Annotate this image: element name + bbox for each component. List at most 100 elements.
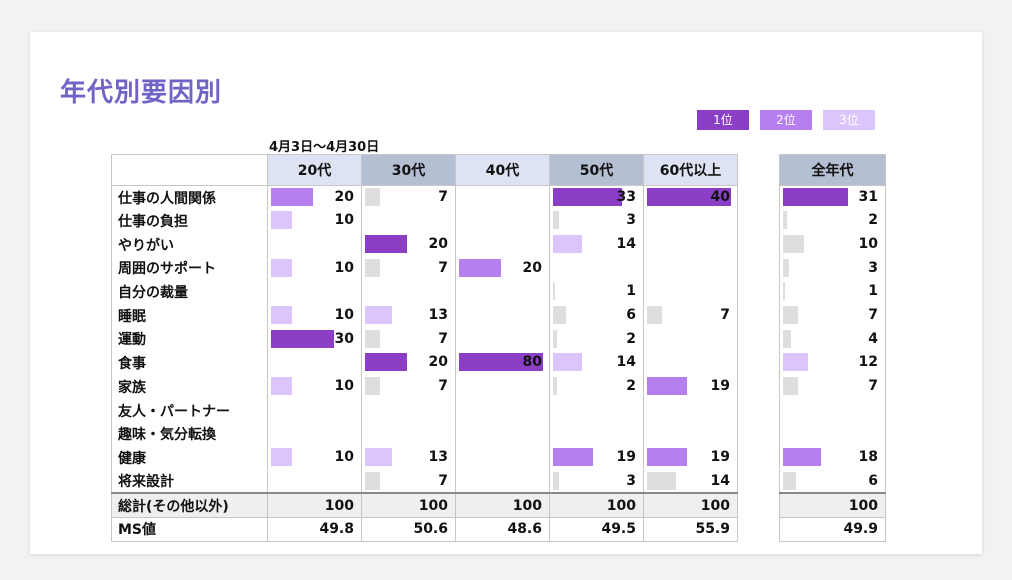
- total-cell: 1: [779, 280, 886, 304]
- data-label: 33: [616, 189, 636, 205]
- data-label: 13: [428, 306, 448, 323]
- data-label: 10: [334, 306, 354, 323]
- legend-rank-2: 2位: [760, 110, 812, 130]
- data-bar: [553, 329, 557, 348]
- table-row: 運動 30 7 2: [111, 327, 738, 352]
- data-cell: 20: [267, 185, 362, 210]
- footer-value: 50.6: [361, 516, 456, 542]
- row-label: 仕事の人間関係: [111, 185, 268, 210]
- data-cell: [267, 398, 362, 423]
- footer-value: 49.5: [549, 516, 644, 542]
- data-label: 6: [868, 472, 878, 489]
- data-bar: [365, 448, 392, 467]
- column-header-all-ages: 全年代: [779, 154, 886, 186]
- row-label: 睡眠: [111, 303, 268, 328]
- data-cell: 33: [549, 185, 644, 210]
- total-cell: 7: [779, 375, 886, 399]
- footer-label: MS値: [111, 516, 268, 542]
- data-bar: [553, 211, 559, 230]
- total-cell: [779, 398, 886, 423]
- data-label: 10: [334, 449, 354, 466]
- table-row: 将来設計 7 3 14: [111, 469, 738, 494]
- data-label: 12: [858, 354, 878, 371]
- column-header: 20代: [267, 154, 362, 186]
- data-bar: [271, 188, 313, 206]
- data-cell: 20: [361, 351, 456, 375]
- footer-value: 49.9: [779, 516, 886, 542]
- column-header: 60代以上: [643, 154, 738, 186]
- table-row: 自分の裁量 1: [111, 280, 738, 304]
- data-bar: [783, 377, 798, 395]
- data-bar: [553, 188, 622, 206]
- footer-value: 100: [549, 492, 644, 518]
- data-cell: [549, 422, 644, 447]
- data-bar: [365, 258, 380, 277]
- data-cell: [455, 422, 550, 447]
- rank-legend: 1位 2位 3位: [697, 110, 875, 130]
- table-row: 18: [779, 446, 886, 470]
- data-cell: [455, 280, 550, 304]
- data-cell: 19: [549, 446, 644, 470]
- table-row: 趣味・気分転換: [111, 422, 738, 447]
- footer-value: 100: [643, 492, 738, 518]
- data-cell: 20: [361, 232, 456, 257]
- data-cell: [643, 422, 738, 447]
- footer-value: 100: [779, 492, 886, 518]
- data-cell: 10: [267, 375, 362, 399]
- data-bar: [783, 471, 796, 490]
- data-cell: [455, 209, 550, 233]
- data-label: 18: [858, 449, 878, 466]
- data-bar: [271, 377, 292, 395]
- data-label: 7: [868, 306, 878, 323]
- data-cell: [361, 398, 456, 423]
- data-cell: [643, 327, 738, 352]
- data-bar: [365, 377, 380, 395]
- table-row: 10: [779, 232, 886, 257]
- data-cell: 1: [549, 280, 644, 304]
- legend-rank-1: 1位: [697, 110, 749, 130]
- total-row: 総計(その他以外) 100 100 100 100 100: [111, 492, 738, 518]
- data-label: 2: [626, 330, 636, 347]
- data-cell: [455, 469, 550, 494]
- data-label: 14: [710, 472, 730, 489]
- data-cell: 14: [643, 469, 738, 494]
- table-row: 食事 20 80 14: [111, 351, 738, 375]
- column-header: 30代: [361, 154, 456, 186]
- data-cell: [643, 280, 738, 304]
- data-label: 14: [616, 235, 636, 252]
- data-bar: [647, 448, 687, 467]
- data-bar: [271, 211, 292, 230]
- data-cell: 2: [549, 375, 644, 399]
- data-cell: 3: [549, 469, 644, 494]
- data-bar: [647, 377, 687, 395]
- table-row: 12: [779, 351, 886, 375]
- data-bar: [365, 305, 392, 324]
- data-label: 20: [522, 259, 542, 276]
- table-row: 2: [779, 209, 886, 233]
- data-cell: [455, 303, 550, 328]
- data-label: 10: [334, 378, 354, 394]
- data-label: 7: [868, 378, 878, 394]
- data-cell: 7: [361, 327, 456, 352]
- data-cell: 7: [361, 185, 456, 210]
- total-cell: 2: [779, 209, 886, 233]
- data-bar: [271, 448, 292, 467]
- data-cell: [455, 185, 550, 210]
- column-header: 50代: [549, 154, 644, 186]
- table-row: 仕事の人間関係 20 7 33 40: [111, 185, 738, 210]
- data-cell: 13: [361, 303, 456, 328]
- data-label: 20: [334, 189, 354, 205]
- data-bar: [271, 305, 292, 324]
- table-row: [779, 398, 886, 423]
- data-label: 3: [626, 212, 636, 229]
- data-bar: [365, 353, 407, 372]
- data-cell: 7: [361, 375, 456, 399]
- data-label: 3: [626, 472, 636, 489]
- all-ages-table: 全年代 31 2 10 3 1 7 4 12 7 18 6 100 49.9: [779, 154, 886, 542]
- data-label: 10: [858, 235, 878, 252]
- footer-label: 総計(その他以外): [111, 492, 268, 518]
- data-cell: 14: [549, 351, 644, 375]
- row-label: やりがい: [111, 232, 268, 257]
- data-bar: [783, 282, 785, 301]
- data-bar: [459, 353, 543, 372]
